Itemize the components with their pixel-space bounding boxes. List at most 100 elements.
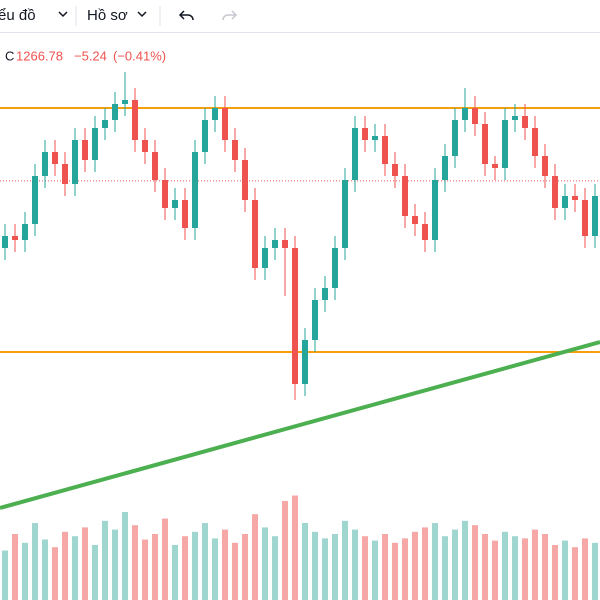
volume-bar <box>412 531 418 600</box>
candle-body <box>372 136 378 140</box>
trend-line <box>0 340 600 510</box>
undo-button[interactable] <box>178 10 194 21</box>
volume-bar <box>422 527 428 600</box>
volume-bar <box>312 531 318 600</box>
candle-body <box>262 248 268 268</box>
volume-bar <box>382 534 388 600</box>
legend-label: C <box>5 48 14 63</box>
volume-bar <box>192 531 198 600</box>
volume-bar <box>252 514 258 600</box>
candle-body <box>562 196 568 208</box>
candle-body <box>102 120 108 128</box>
legend-change-pct: (−0.41%) <box>113 48 166 63</box>
candle-body <box>252 200 258 268</box>
volume-bar <box>462 520 468 600</box>
candle-body <box>302 340 308 384</box>
candle-body <box>432 180 438 240</box>
volume-bar <box>432 523 438 600</box>
volume-bar <box>402 538 408 600</box>
volume-bar <box>492 540 498 600</box>
legend-close: 1266.78 <box>16 48 63 63</box>
volume-bar <box>2 550 8 600</box>
candle-body <box>352 128 358 180</box>
candle-body <box>2 236 8 248</box>
volume-bar <box>262 527 268 600</box>
volume-bar <box>222 529 228 600</box>
candle-body <box>292 248 298 384</box>
candle-body <box>282 240 288 248</box>
candle-body <box>162 180 168 208</box>
candle-body <box>402 176 408 216</box>
volume-bar <box>132 525 138 600</box>
candle-body <box>112 104 118 120</box>
candle-body <box>332 248 338 288</box>
volume-bar <box>372 540 378 600</box>
candle-body <box>572 196 578 200</box>
volume-bar <box>42 539 48 600</box>
candle-body <box>272 240 278 248</box>
volume-bar <box>212 538 218 600</box>
candle-body <box>222 108 228 140</box>
candle-body <box>342 180 348 248</box>
volume-bar <box>202 523 208 600</box>
candle-body <box>552 176 558 208</box>
candle-body <box>392 164 398 176</box>
candle-body <box>192 152 198 228</box>
volume-bar <box>22 542 28 600</box>
volume-bar <box>552 545 558 600</box>
candle-body <box>542 156 548 176</box>
candle-body <box>12 236 18 240</box>
candle-body <box>182 200 188 228</box>
candle-body <box>532 128 538 156</box>
chart-menu[interactable]: ểu đồ <box>0 7 36 24</box>
volume-bar <box>92 545 98 600</box>
candle-body <box>92 128 98 160</box>
candle-body <box>482 124 488 164</box>
volume-bar <box>152 534 158 600</box>
candle-body <box>452 120 458 156</box>
candle-body <box>312 300 318 340</box>
chevron[interactable] <box>58 11 68 18</box>
volume-bar <box>52 547 58 600</box>
volume-bar <box>332 534 338 600</box>
redo-button[interactable] <box>222 10 238 21</box>
volume-bar <box>172 545 178 600</box>
volume-bar <box>322 538 328 600</box>
candle-body <box>52 152 58 164</box>
volume-bar <box>122 512 128 600</box>
volume-bar <box>302 523 308 600</box>
candle-body <box>472 108 478 124</box>
volume-bar <box>592 542 598 600</box>
candle-body <box>422 224 428 240</box>
volume-bar <box>352 529 358 600</box>
volume-bar <box>542 534 548 600</box>
volume-bar <box>522 538 528 600</box>
profile-menu[interactable]: Hồ sơ <box>87 7 128 24</box>
volume-bar <box>562 540 568 600</box>
candle-body <box>172 200 178 208</box>
volume-bar <box>272 536 278 600</box>
candle-body <box>82 140 88 160</box>
candle-body <box>132 100 138 140</box>
candle-body <box>62 164 68 184</box>
candle-body <box>72 140 78 184</box>
candle-body <box>212 108 218 120</box>
volume-bar <box>142 539 148 600</box>
volume-bar <box>512 536 518 600</box>
volume-bar <box>482 534 488 600</box>
volume-bar <box>162 518 168 600</box>
volume-bar <box>582 538 588 600</box>
candle-body <box>362 128 368 140</box>
chevron[interactable] <box>137 11 147 18</box>
volume-bar <box>112 529 118 600</box>
candle-body <box>522 116 528 128</box>
volume-bar <box>292 495 298 600</box>
volume-bar <box>242 534 248 600</box>
candle-body <box>242 160 248 200</box>
toolbar <box>0 0 600 32</box>
volume-bar <box>452 529 458 600</box>
volume-bar <box>392 542 398 600</box>
candle-body <box>592 196 598 236</box>
